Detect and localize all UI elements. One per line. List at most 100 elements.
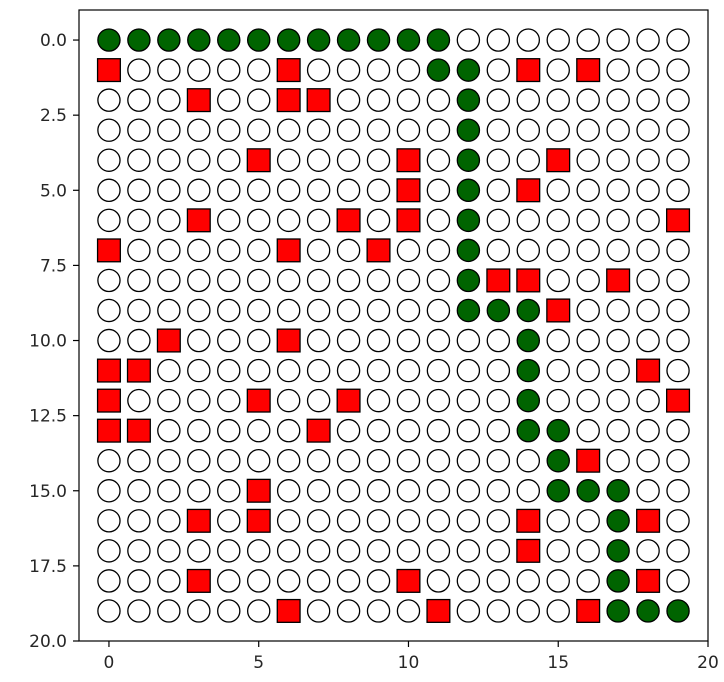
empty-cell-marker (636, 118, 660, 142)
empty-cell-marker (576, 178, 600, 203)
empty-cell-marker (396, 539, 421, 563)
empty-cell-marker (97, 509, 121, 533)
obstacle-marker (336, 388, 361, 413)
path-point-marker (606, 539, 630, 563)
obstacle-marker (396, 178, 421, 203)
empty-cell-marker (276, 418, 301, 443)
path-point-marker (606, 599, 630, 623)
empty-cell-marker (187, 358, 211, 383)
empty-cell-marker (276, 448, 301, 473)
obstacle-marker (186, 88, 211, 113)
path-point-marker (516, 418, 541, 443)
empty-cell-marker (666, 539, 690, 563)
path-point-marker (546, 418, 570, 443)
empty-cell-marker (127, 448, 151, 473)
empty-cell-marker (546, 599, 570, 623)
empty-cell-marker (366, 569, 391, 593)
empty-cell-marker (486, 118, 511, 142)
path-point-marker (306, 28, 331, 52)
empty-cell-marker (217, 148, 241, 172)
empty-cell-marker (576, 118, 600, 142)
empty-cell-marker (546, 238, 570, 263)
path-point-marker (366, 28, 391, 52)
empty-cell-marker (576, 298, 600, 323)
empty-cell-marker (306, 118, 331, 142)
empty-cell-marker (306, 358, 331, 383)
empty-cell-marker (456, 569, 481, 593)
obstacle-marker (276, 328, 301, 353)
obstacle-marker (666, 208, 691, 233)
x-tick-label: 15 (547, 653, 569, 673)
empty-cell-marker (127, 539, 151, 563)
empty-cell-marker (666, 268, 690, 293)
obstacle-marker (366, 238, 391, 263)
empty-cell-marker (486, 328, 511, 353)
empty-cell-marker (157, 178, 181, 203)
empty-cell-marker (486, 238, 511, 263)
empty-cell-marker (636, 88, 660, 112)
empty-cell-marker (576, 148, 600, 172)
empty-cell-marker (666, 328, 690, 353)
empty-cell-marker (276, 388, 301, 413)
obstacle-marker (426, 598, 451, 623)
obstacle-marker (276, 58, 301, 83)
empty-cell-marker (187, 118, 211, 142)
obstacle-marker (156, 328, 181, 353)
obstacle-marker (576, 448, 601, 473)
path-point-marker (426, 28, 451, 52)
obstacle-marker (96, 418, 121, 443)
empty-cell-marker (576, 268, 600, 293)
empty-cell-marker (157, 599, 181, 623)
empty-cell-marker (97, 88, 121, 112)
obstacle-marker (276, 88, 301, 113)
empty-cell-marker (606, 298, 630, 323)
path-point-marker (127, 28, 151, 52)
empty-cell-marker (666, 358, 690, 383)
empty-cell-marker (157, 268, 181, 293)
empty-cell-marker (456, 479, 481, 503)
y-tick-label: 12.5 (29, 407, 67, 427)
path-point-marker (157, 28, 181, 52)
obstacle-marker (576, 58, 601, 83)
empty-cell-marker (396, 58, 421, 82)
empty-cell-marker (546, 569, 570, 593)
empty-cell-marker (276, 539, 301, 563)
empty-cell-marker (636, 298, 660, 323)
empty-cell-marker (396, 509, 421, 533)
obstacle-marker (396, 568, 421, 593)
empty-cell-marker (426, 238, 451, 263)
path-point-marker (97, 28, 121, 52)
empty-cell-marker (276, 148, 301, 172)
empty-cell-marker (157, 418, 181, 443)
empty-cell-marker (606, 28, 630, 52)
chart-axes: 0 5 10 15 20 0.0 2.5 5.0 7.5 10.0 12.5 15.0 17.5 20.0 (29, 31, 719, 673)
path-point-marker (546, 479, 570, 503)
obstacle-marker (186, 508, 211, 533)
empty-cell-marker (666, 298, 690, 323)
obstacle-marker (246, 148, 271, 173)
empty-cell-marker (246, 178, 271, 203)
empty-cell-marker (336, 178, 361, 203)
y-tick-label: 5.0 (40, 181, 67, 201)
empty-cell-marker (127, 58, 151, 82)
empty-cell-marker (486, 358, 511, 383)
empty-cell-marker (97, 539, 121, 563)
path-point-marker (246, 28, 271, 52)
path-point-marker (456, 238, 481, 263)
obstacle-marker (516, 268, 541, 293)
empty-cell-marker (546, 328, 570, 353)
empty-cell-marker (127, 569, 151, 593)
empty-cell-marker (636, 28, 660, 52)
empty-cell-marker (606, 328, 630, 353)
path-point-marker (516, 298, 541, 323)
empty-cell-marker (486, 58, 511, 82)
empty-cell-marker (157, 238, 181, 263)
empty-cell-marker (246, 418, 271, 443)
path-point-marker (217, 28, 241, 52)
empty-cell-marker (576, 28, 600, 52)
empty-cell-marker (127, 298, 151, 323)
empty-cell-marker (486, 539, 511, 563)
empty-cell-marker (426, 88, 451, 112)
empty-cell-marker (217, 509, 241, 533)
